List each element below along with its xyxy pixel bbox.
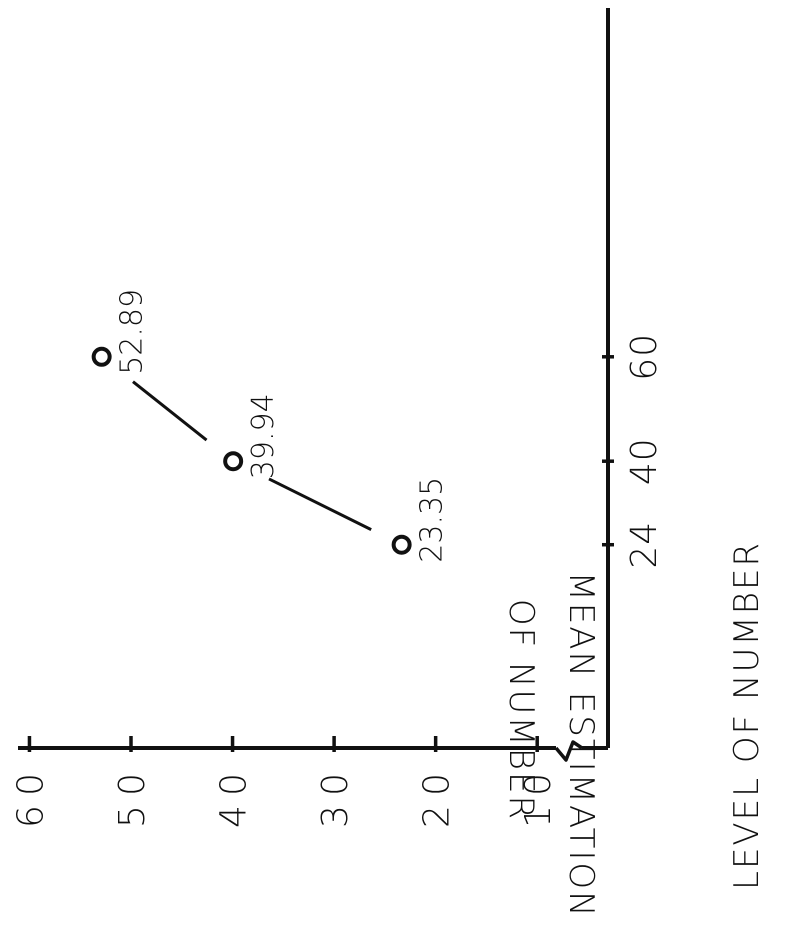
y-tick-label: 5 0 [112,772,153,828]
x-tick-label: 60 [624,333,665,381]
y-ticks: 1 0 2 0 3 0 4 0 5 0 6 0 [10,736,559,828]
y-axis-title-line1: MEAN ESTIMATION [561,571,601,918]
y-tick-label: 1 0 [518,772,559,828]
data-point [91,346,112,367]
y-axis-break-mark [554,740,583,762]
x-tick-label: 24 [624,521,665,569]
y-tick-label: 4 0 [214,772,255,828]
x-tick-label: 40 [624,437,665,485]
y-axis-title-line2: OF NUMBER [501,599,541,821]
y-tick-label: 2 0 [417,772,458,828]
data-series: 23.35 39.94 52.89 [91,289,450,563]
data-label: 39.94 [246,393,281,479]
data-point [223,451,244,472]
series-line-segment [132,380,208,442]
data-label: 23.35 [415,477,450,563]
y-tick-label: 6 0 [10,772,51,828]
axes [18,8,610,762]
data-point [391,534,412,555]
series-line-segment [268,477,372,531]
x-ticks: 24 40 60 [602,333,665,569]
data-label: 52.89 [115,289,150,375]
y-tick-label: 3 0 [315,772,356,828]
x-axis-title: LEVEL OF NUMBER [727,541,767,890]
